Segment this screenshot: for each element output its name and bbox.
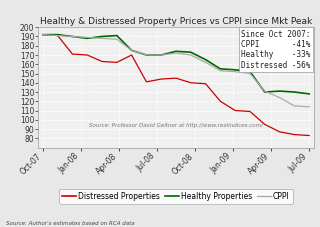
Title: Healthy & Distressed Property Prices vs CPPI since Mkt Peak: Healthy & Distressed Property Prices vs … [40,17,312,27]
Text: Source: Author's estimates based on RCA data: Source: Author's estimates based on RCA … [6,221,135,226]
Text: Source: Professor David Geltner at http://www.realindices.com/: Source: Professor David Geltner at http:… [89,123,263,128]
Text: Since Oct 2007:
CPPI       -41%
Healthy    -33%
Distressed -56%: Since Oct 2007: CPPI -41% Healthy -33% D… [242,30,311,70]
Legend: Distressed Properties, Healthy Properties, CPPI: Distressed Properties, Healthy Propertie… [60,189,292,204]
